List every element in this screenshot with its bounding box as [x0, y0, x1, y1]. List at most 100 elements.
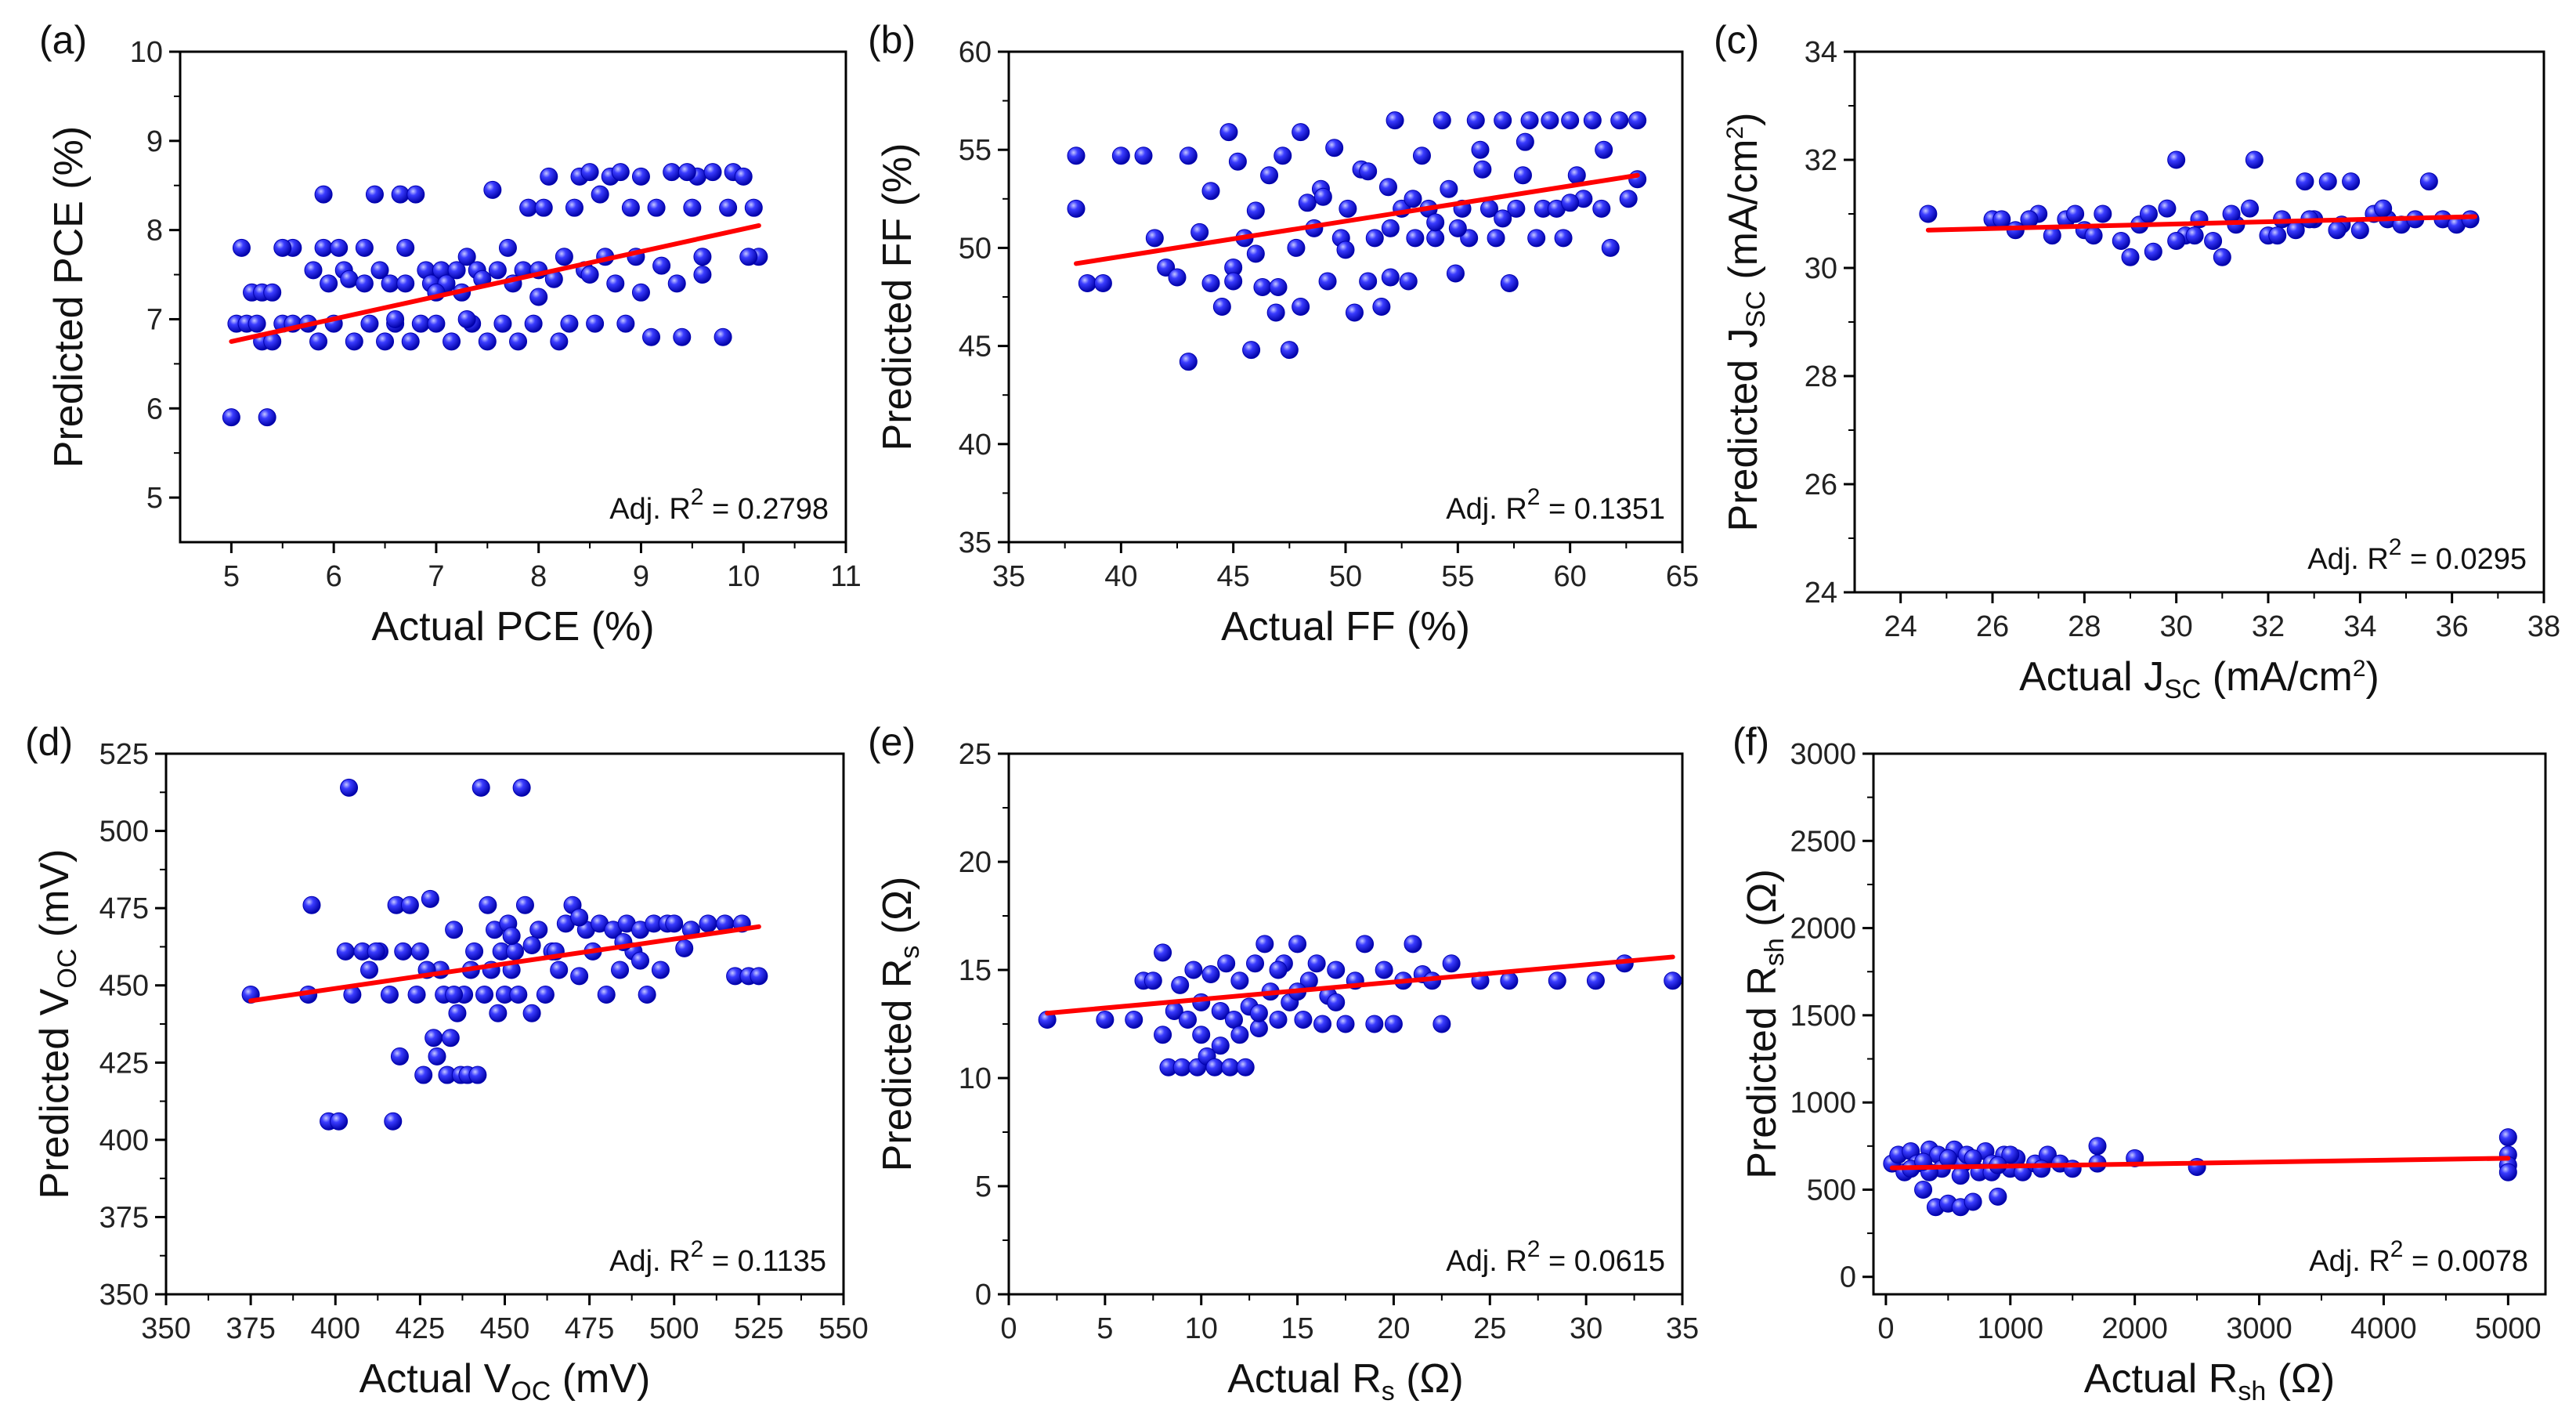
y-tick-label: 5 [146, 482, 163, 515]
data-point [606, 274, 625, 293]
data-point [367, 942, 385, 961]
data-point [247, 314, 266, 333]
x-axis-title: Actual JSC (mA/cm2) [2019, 654, 2379, 704]
data-point [1567, 166, 1586, 185]
y-tick-label: 32 [1805, 144, 1837, 177]
data-point [1500, 273, 1519, 292]
data-point [505, 942, 524, 961]
data-layer [1067, 111, 1647, 371]
x-tick-label: 15 [1281, 1312, 1313, 1345]
data-point [2342, 172, 2361, 191]
data-point [1201, 273, 1220, 292]
data-point [616, 314, 635, 333]
data-point [427, 314, 446, 333]
data-point [1171, 975, 1190, 994]
data-point [1336, 1015, 1355, 1033]
data-point [386, 309, 405, 328]
y-axis-title: Predicted FF (%) [875, 143, 920, 451]
data-point [565, 198, 583, 217]
data-point [1224, 1010, 1243, 1029]
data-point [302, 896, 321, 914]
data-point [2158, 199, 2177, 218]
data-point [524, 314, 543, 333]
data-point [1473, 160, 1492, 179]
panel-label: (f) [1732, 720, 1769, 764]
data-point [309, 332, 328, 351]
data-point [1919, 204, 1938, 223]
data-point [1269, 961, 1288, 979]
fit-line [229, 223, 761, 344]
panel-label: (d) [25, 720, 73, 764]
data-point [1527, 229, 1546, 248]
data-point [1426, 229, 1445, 248]
data-point [1168, 268, 1187, 287]
plot-frame [179, 50, 847, 544]
data-point [1269, 277, 1288, 296]
y-tick-label: 7 [146, 303, 163, 336]
y-tick-label: 60 [959, 36, 992, 69]
data-point [1125, 1010, 1143, 1029]
data-point [2167, 150, 2186, 169]
data-point [1433, 1015, 1451, 1033]
data-point [498, 238, 517, 257]
data-point [1280, 341, 1299, 360]
data-point [512, 778, 531, 797]
data-point [1592, 199, 1611, 218]
data-point [1269, 1010, 1288, 1029]
data-point [1914, 1180, 1933, 1199]
panel-d: 350 375 400 425 450 475 500 525 550 350 375 400 425 4… [25, 720, 869, 1406]
data-point [1192, 993, 1211, 1011]
data-point [1433, 111, 1451, 130]
data-point [1520, 111, 1539, 130]
data-point [1372, 298, 1391, 317]
data-point [1442, 954, 1461, 973]
data-point [611, 163, 630, 182]
data-point [1096, 1010, 1115, 1029]
data-point [1404, 190, 1422, 208]
data-point [1211, 1037, 1230, 1055]
data-point [1318, 272, 1337, 291]
data-point [522, 935, 541, 954]
data-point [1093, 273, 1112, 292]
data-point [2461, 210, 2480, 229]
data-point [1359, 162, 1378, 181]
r-squared-annotation: Adj. R2 = 0.0078 [2309, 1236, 2528, 1278]
data-point [1179, 147, 1198, 165]
data-point [1211, 1001, 1230, 1020]
data-point [457, 309, 476, 328]
data-point [1365, 229, 1384, 248]
data-point [1494, 111, 1512, 130]
data-point [1246, 954, 1265, 973]
data-point [263, 283, 282, 302]
data-point [555, 248, 573, 266]
data-point [1554, 229, 1573, 248]
x-tick-label: 26 [1976, 610, 2009, 643]
data-point [1221, 1058, 1240, 1076]
data-point [1595, 140, 1613, 159]
data-point [1610, 111, 1629, 130]
data-point [1345, 303, 1364, 322]
x-tick-label: 36 [2436, 610, 2469, 643]
data-point [675, 939, 694, 957]
data-point [651, 961, 670, 979]
data-point [468, 1066, 487, 1084]
fit-line [1045, 954, 1675, 1016]
data-point [1249, 1019, 1268, 1038]
x-axis-title: Actual Rs (Ω) [1227, 1356, 1463, 1406]
data-point [1516, 132, 1534, 151]
x-tick-label: 9 [633, 560, 649, 593]
data-point [1951, 1167, 1970, 1185]
data-point [1212, 298, 1231, 317]
y-tick-label: 25 [959, 738, 992, 771]
data-point [2066, 204, 2085, 223]
data-point [2084, 226, 2103, 245]
fit-line [1925, 214, 2477, 233]
data-point [407, 986, 426, 1004]
data-point [2374, 199, 2393, 218]
data-point [381, 274, 399, 293]
x-tick-label: 35 [1666, 1312, 1699, 1345]
data-point [1619, 190, 1638, 208]
y-tick-label: 6 [146, 393, 163, 425]
data-point [1406, 229, 1425, 248]
y-tick-label: 2500 [1790, 825, 1856, 858]
